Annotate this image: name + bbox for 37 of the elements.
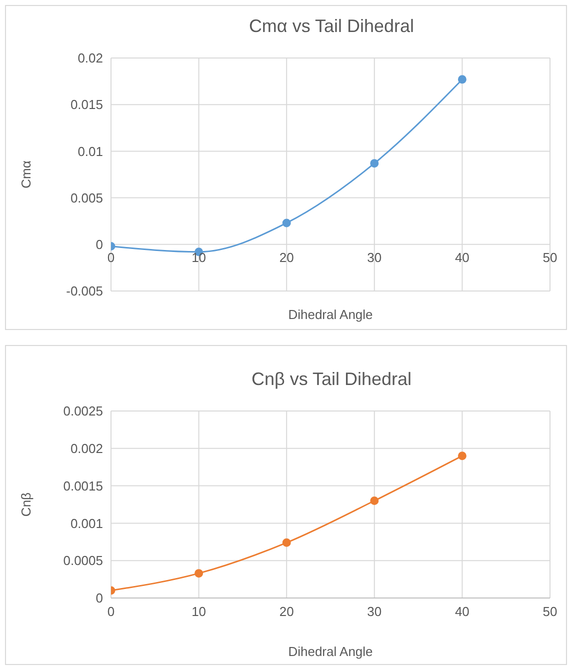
point (282, 538, 291, 547)
x-tick-label: 40 (454, 250, 470, 265)
y-tick-label: 0.0015 (63, 478, 103, 494)
point (282, 218, 291, 228)
x-tick-label: 10 (192, 250, 206, 265)
point (458, 452, 466, 460)
point (370, 159, 379, 168)
x-axis-title: Dihedral Angle (288, 644, 373, 659)
y-tick-label: 0.0005 (63, 553, 103, 568)
point (458, 75, 466, 84)
chart-title: Cnβ vs Tail Dihedral (250, 369, 413, 390)
x-tick-label: 0 (107, 250, 115, 265)
x-tick-label: 20 (279, 604, 294, 619)
x-tick-label: 30 (367, 604, 382, 619)
x-tick-label: 40 (454, 604, 470, 619)
y-axis-title: Cmα (18, 160, 34, 188)
y-tick-label: -0.005 (66, 284, 103, 299)
y-tick-label: 0.0025 (63, 404, 103, 419)
x-tick-label: 0 (107, 604, 115, 619)
x-tick-label: 30 (367, 250, 382, 265)
y-axis-title: Cnβ (18, 492, 34, 517)
point (194, 569, 204, 578)
x-tick-label: 50 (542, 604, 558, 619)
x-tick-label: 10 (192, 604, 206, 619)
y-tick-label: 0.02 (78, 50, 103, 66)
x-tick-label: 50 (542, 250, 558, 265)
y-tick-label: 0 (96, 590, 103, 606)
x-tick-label: 20 (279, 250, 294, 265)
y-tick-label: 0 (96, 237, 103, 252)
y-tick-label: 0.001 (70, 516, 103, 531)
x-axis-title: Dihedral Angle (288, 307, 373, 322)
point (370, 496, 379, 506)
y-tick-label: 0.01 (78, 144, 103, 159)
y-tick-label: 0.015 (70, 97, 103, 112)
y-tick-label: 0.002 (70, 441, 103, 456)
y-tick-label: 0.005 (70, 190, 103, 206)
chart-title: Cmα vs Tail Dihedral (248, 16, 416, 37)
